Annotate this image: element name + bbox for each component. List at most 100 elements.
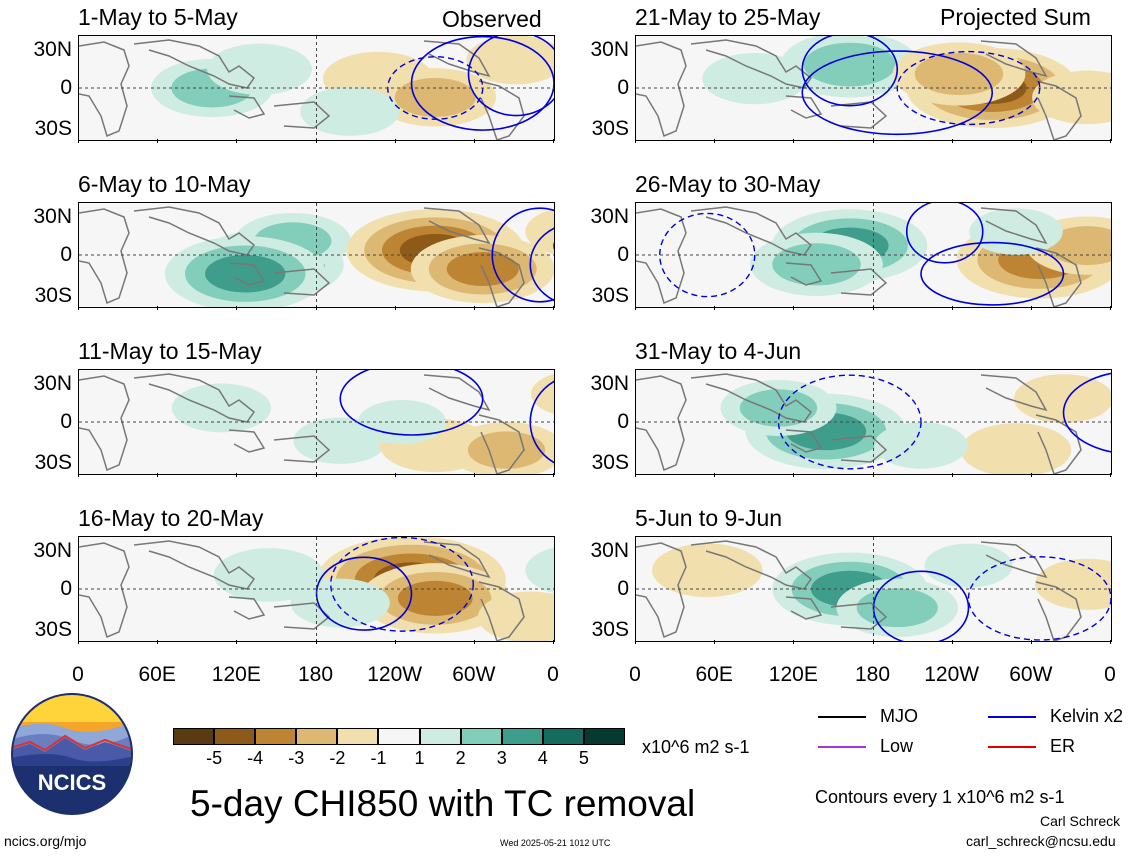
coastline — [980, 541, 1048, 579]
colorbar-label: -3 — [288, 748, 305, 768]
map-canvas — [79, 370, 554, 474]
site-url[interactable]: ncics.org/mjo — [4, 833, 87, 849]
y-tick-label: 30N — [33, 38, 72, 61]
coastline — [228, 262, 266, 286]
y-tick-label: 0 — [617, 76, 629, 99]
kelvin-contour — [467, 36, 554, 117]
y-tick-label: 30N — [33, 539, 72, 562]
legend-line — [818, 746, 866, 748]
x-tick-mark — [1030, 139, 1032, 143]
coastline — [133, 540, 256, 590]
coastline — [478, 581, 525, 641]
x-tick-mark — [872, 306, 874, 310]
x-tick-mark — [793, 473, 795, 477]
anomaly-contour-fill — [467, 431, 546, 469]
x-tick-mark — [635, 306, 636, 310]
coastline — [830, 435, 888, 463]
panel-title: 11-May to 15-May — [78, 338, 262, 364]
coastline — [690, 39, 813, 89]
anomaly-contour-fill — [960, 423, 1072, 474]
colorbar-swatch — [583, 728, 625, 745]
x-tick-label: 180 — [297, 663, 334, 686]
x-tick-mark — [635, 640, 636, 644]
map-canvas — [636, 537, 1111, 641]
coastline — [690, 373, 813, 423]
coastline — [478, 247, 525, 307]
x-tick-mark — [1030, 306, 1032, 310]
x-tick-mark — [714, 306, 716, 310]
coastline — [273, 435, 331, 463]
anomaly-contour-fill — [394, 77, 476, 117]
map-panel — [635, 536, 1112, 642]
coastline — [830, 602, 888, 630]
map-canvas — [636, 370, 1111, 474]
x-tick-mark — [78, 640, 79, 644]
x-tick-mark — [315, 306, 317, 310]
coastline — [1035, 80, 1082, 140]
coastline — [478, 414, 525, 474]
anomaly-contour-fill — [397, 580, 473, 616]
kelvin-negative-contour — [659, 212, 756, 298]
colorbar-label: 4 — [537, 748, 548, 768]
x-tick-mark — [793, 306, 795, 310]
observed-label: Observed — [442, 6, 542, 32]
kelvin-contour — [905, 203, 984, 264]
x-tick-mark — [714, 139, 716, 143]
kelvin-contour — [801, 36, 899, 107]
anomaly-contour-fill — [290, 578, 390, 628]
x-tick-label: 120W — [367, 663, 423, 686]
x-tick-label: 120E — [211, 663, 261, 686]
legend-label: MJO — [880, 706, 918, 726]
x-tick-mark — [236, 139, 238, 143]
projected-sum-label: Projected Sum — [940, 4, 1091, 30]
y-tick-label: 0 — [60, 577, 72, 600]
y-tick-label: 0 — [617, 410, 629, 433]
kelvin-negative-contour — [967, 556, 1111, 641]
anomaly-contour-fill — [1034, 558, 1111, 610]
kelvin-contour — [339, 370, 484, 436]
ncics-logo: NCICS — [10, 692, 134, 816]
anomaly-contour-fill — [1013, 374, 1111, 423]
x-tick-mark — [473, 473, 475, 477]
x-tick-mark — [236, 640, 238, 644]
coastline — [273, 268, 331, 296]
panel-title: 26-May to 30-May — [635, 171, 821, 197]
x-tick-mark — [553, 640, 554, 644]
x-tick-mark — [157, 139, 159, 143]
anomaly-contour-fill — [207, 43, 312, 95]
x-tick-label: 60E — [695, 663, 733, 686]
coastline — [1035, 247, 1082, 307]
x-tick-mark — [473, 306, 475, 310]
legend-line — [988, 746, 1036, 748]
colorbar-label: 3 — [496, 748, 507, 768]
x-tick-mark — [635, 473, 636, 477]
x-tick-label: 0 — [72, 663, 84, 686]
map-canvas — [636, 203, 1111, 307]
x-tick-mark — [315, 139, 317, 143]
legend-label: ER — [1050, 736, 1076, 756]
colorbar-label: -1 — [370, 748, 387, 768]
y-tick-label: 30S — [591, 117, 629, 140]
y-tick-label: 30N — [590, 205, 629, 228]
anomaly-contour-fill — [914, 52, 1004, 96]
map-canvas — [79, 537, 554, 641]
colorbar-label: 5 — [578, 748, 589, 768]
kelvin-contour — [801, 50, 994, 136]
coastline — [79, 375, 130, 472]
logo-text: NCICS — [38, 770, 106, 795]
coastline — [785, 262, 823, 286]
coastline — [423, 40, 491, 78]
y-tick-label: 0 — [60, 243, 72, 266]
y-tick-label: 30S — [591, 451, 629, 474]
x-tick-mark — [315, 640, 317, 644]
kelvin-contour — [410, 36, 554, 131]
x-tick-label: 0 — [547, 663, 559, 686]
colorbar-swatch — [501, 728, 543, 745]
anomaly-contour-fill — [702, 53, 808, 105]
author-email[interactable]: carl_schreck@ncsu.edu — [966, 833, 1116, 849]
coastline — [1035, 414, 1082, 474]
x-tick-mark — [872, 139, 874, 143]
coastline — [690, 540, 813, 590]
x-tick-mark — [394, 473, 396, 477]
y-tick-label: 0 — [617, 243, 629, 266]
